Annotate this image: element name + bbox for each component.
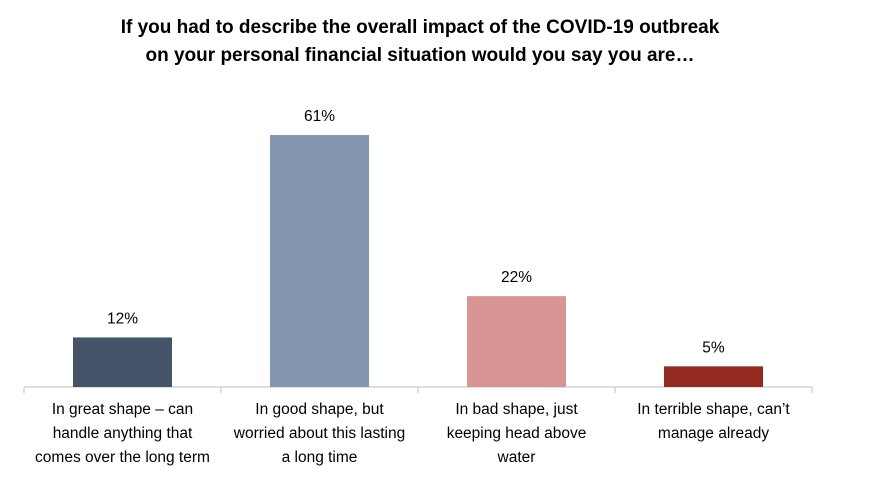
category-label-line: worried about this lasting xyxy=(233,425,406,442)
chart-title: If you had to describe the overall impac… xyxy=(0,14,840,70)
category-label-line: In terrible shape, can’t xyxy=(637,401,790,418)
category-label-line: In good shape, but xyxy=(255,401,384,418)
bar xyxy=(73,337,172,387)
category-label: In bad shape, just keeping head above wate… xyxy=(419,398,615,470)
chart-title-line-1: If you had to describe the overall impac… xyxy=(120,17,720,38)
chart-title-line-2: on your personal financial situation wou… xyxy=(145,45,695,66)
data-label: 22% xyxy=(501,269,532,286)
category-label-line: handle anything that xyxy=(52,425,193,442)
category-label: In great shape – can handle anything that… xyxy=(25,398,221,470)
data-label: 12% xyxy=(107,310,138,327)
category-label-line: comes over the long term xyxy=(35,449,210,466)
category-label-line: manage already xyxy=(657,425,770,442)
category-label-line: In bad shape, just xyxy=(455,401,578,418)
data-label: 5% xyxy=(702,339,725,356)
category-label-line: In great shape – can xyxy=(51,401,194,418)
data-label: 61% xyxy=(304,108,335,125)
category-label-line: water xyxy=(497,449,536,466)
category-label: In good shape, but worried about this las… xyxy=(222,398,418,470)
category-label: In terrible shape, can’t manage already xyxy=(616,398,812,446)
category-label-line: keeping head above xyxy=(446,425,587,442)
bar xyxy=(467,296,566,387)
category-label-line: a long time xyxy=(281,449,358,466)
bar xyxy=(664,366,763,387)
bar xyxy=(270,135,369,387)
